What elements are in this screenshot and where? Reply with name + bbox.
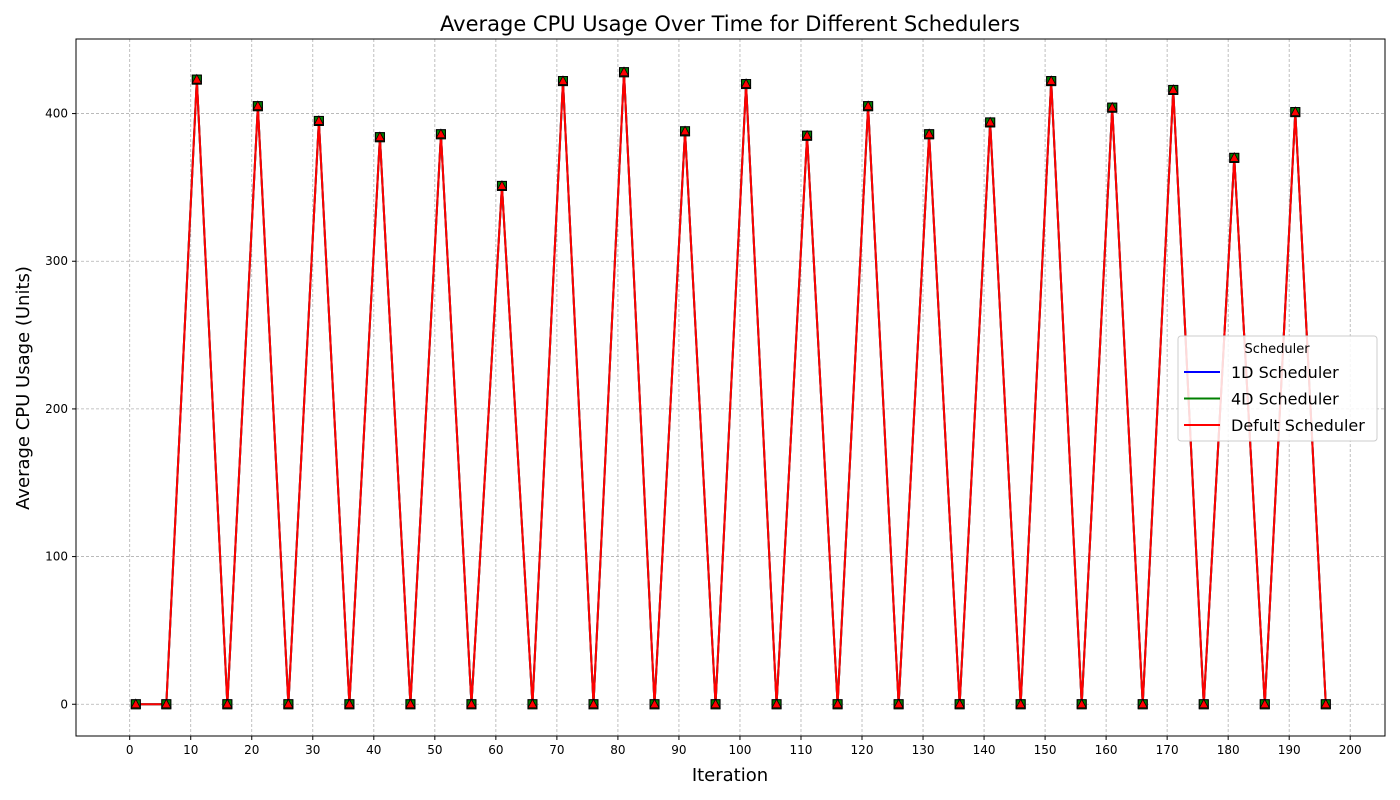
defult-scheduler-point xyxy=(1076,698,1087,709)
y-tick-label: 400 xyxy=(45,107,68,121)
defult-scheduler-line xyxy=(135,72,1327,706)
defult-scheduler-point xyxy=(405,698,416,709)
defult-scheduler-point xyxy=(1046,75,1057,85)
y-tick-label: 0 xyxy=(60,697,68,711)
x-tick-label: 150 xyxy=(1034,743,1057,757)
defult-scheduler-point xyxy=(679,125,691,136)
x-tick-label: 140 xyxy=(973,743,996,757)
defult-scheduler-point xyxy=(923,128,935,139)
defult-scheduler-point xyxy=(130,698,141,709)
series-layer xyxy=(135,72,1327,706)
x-tick-label: 60 xyxy=(488,743,503,757)
y-axis: 0 100 200 300 400 xyxy=(45,107,76,711)
defult-scheduler-point xyxy=(954,698,965,709)
defult-scheduler-point xyxy=(527,698,538,709)
defult-scheduler-point xyxy=(191,73,202,84)
x-tick-label: 0 xyxy=(126,743,134,757)
x-tick-label: 110 xyxy=(790,743,813,757)
defult-scheduler-point xyxy=(252,100,264,111)
legend-label-4d-scheduler: 4D Scheduler xyxy=(1231,390,1339,409)
x-tick-label: 170 xyxy=(1156,743,1179,757)
defult-scheduler-point xyxy=(649,698,660,709)
x-tick-label: 200 xyxy=(1339,743,1362,757)
x-tick-label: 10 xyxy=(183,743,198,757)
x-tick-label: 160 xyxy=(1095,743,1118,757)
legend-entries: 1D Scheduler 4D Scheduler Defult Scheduler xyxy=(1184,363,1365,435)
defult-scheduler-point xyxy=(435,128,447,139)
legend: Scheduler 1D Scheduler 4D Scheduler Defult… xyxy=(1177,335,1378,442)
defult-scheduler-point xyxy=(496,180,508,190)
defult-scheduler-point xyxy=(1320,698,1331,709)
y-tick-label: 100 xyxy=(45,550,68,564)
defult-scheduler-point xyxy=(1168,84,1179,94)
legend-label-defult-scheduler: Defult Scheduler xyxy=(1231,416,1365,435)
defult-scheduler-point xyxy=(740,78,752,88)
defult-scheduler-point xyxy=(1290,106,1301,116)
defult-scheduler-point xyxy=(862,100,874,111)
y-tick-label: 300 xyxy=(45,254,68,268)
defult-scheduler-point xyxy=(466,698,477,709)
x-tick-label: 50 xyxy=(427,743,442,757)
defult-scheduler-point xyxy=(344,698,355,709)
legend-title: Scheduler xyxy=(1244,342,1310,357)
defult-scheduler-point xyxy=(801,129,813,140)
defult-scheduler-point xyxy=(1137,698,1148,709)
defult-scheduler-point xyxy=(832,698,843,709)
plot-frame xyxy=(75,38,1386,737)
defult-scheduler-point xyxy=(1015,698,1026,709)
x-tick-label: 120 xyxy=(851,743,874,757)
x-tick-label: 130 xyxy=(912,743,935,757)
defult-scheduler-point xyxy=(222,698,233,709)
x-axis-label: Iteration xyxy=(692,765,768,786)
defult-scheduler-point xyxy=(161,698,172,709)
defult-scheduler-point xyxy=(557,75,569,85)
x-tick-label: 40 xyxy=(366,743,381,757)
defult-scheduler-point xyxy=(283,698,294,709)
chart-title: Average CPU Usage Over Time for Differen… xyxy=(440,12,1020,36)
x-tick-label: 190 xyxy=(1278,743,1301,757)
defult-scheduler-point xyxy=(771,698,782,709)
defult-scheduler-point xyxy=(1229,152,1240,162)
defult-scheduler-point xyxy=(374,131,386,142)
x-tick-label: 30 xyxy=(305,743,320,757)
x-tick-label: 20 xyxy=(244,743,259,757)
legend-label-1d-scheduler: 1D Scheduler xyxy=(1231,363,1339,382)
legend-box xyxy=(1177,335,1378,442)
defult-scheduler-point xyxy=(1259,698,1270,709)
defult-scheduler-point xyxy=(618,66,630,77)
x-tick-label: 80 xyxy=(610,743,625,757)
marker-layer xyxy=(130,66,1331,710)
defult-scheduler-point xyxy=(710,698,721,709)
grid-layer xyxy=(76,39,1385,736)
y-tick-label: 200 xyxy=(45,402,68,416)
x-tick-label: 100 xyxy=(729,743,752,757)
x-tick-label: 70 xyxy=(549,743,564,757)
x-axis: 0 10 20 30 40 50 60 70 80 90 100 110 120 130 140 150 160… xyxy=(126,736,1362,757)
defult-scheduler-point xyxy=(313,115,325,125)
defult-scheduler-point xyxy=(588,698,599,709)
x-tick-label: 90 xyxy=(671,743,686,757)
defult-scheduler-point xyxy=(984,116,996,127)
defult-scheduler-point xyxy=(1107,101,1118,112)
defult-scheduler-point xyxy=(1198,698,1209,709)
y-axis-label: Average CPU Usage (Units) xyxy=(13,266,34,510)
defult-scheduler-point xyxy=(893,698,904,709)
x-tick-label: 180 xyxy=(1217,743,1240,757)
